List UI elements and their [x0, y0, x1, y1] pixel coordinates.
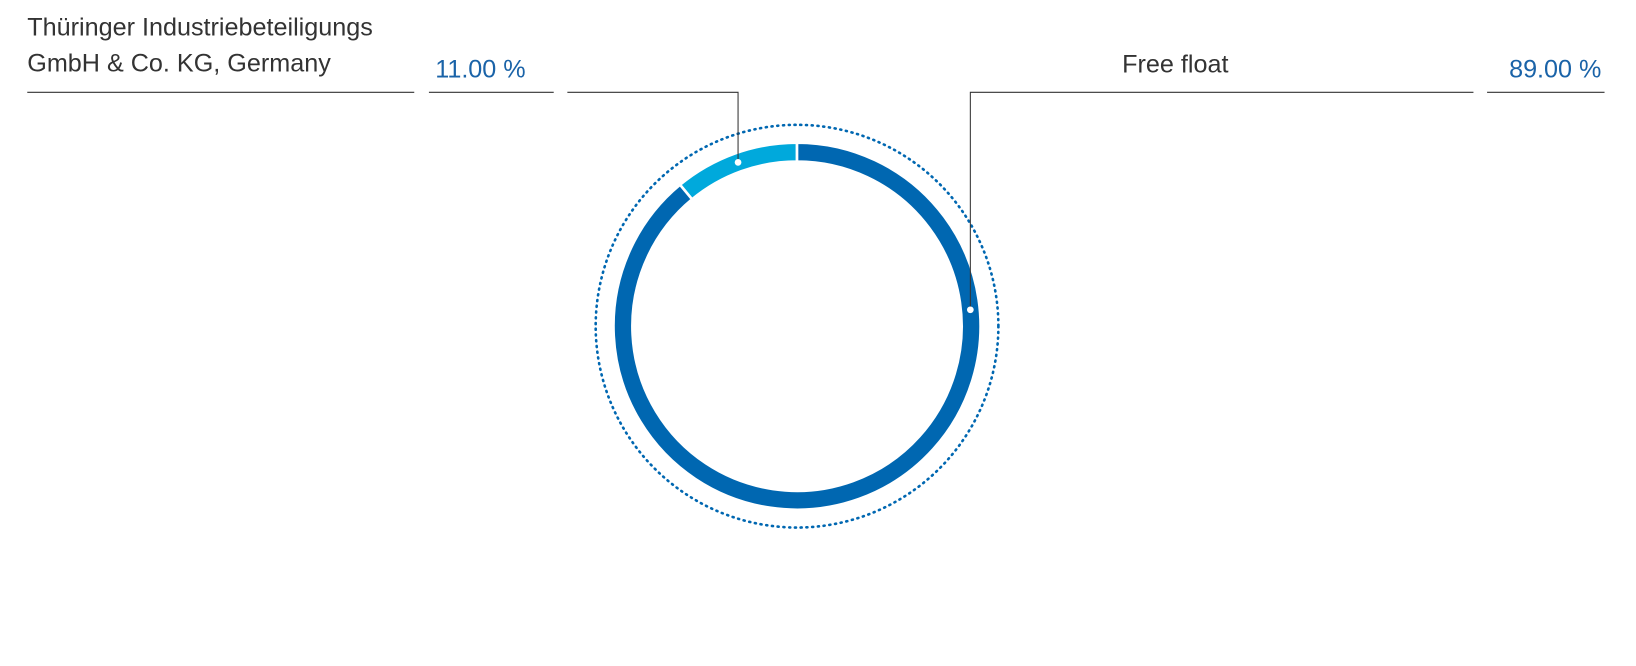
donut-segment: [612, 141, 982, 512]
connector-line: [567, 91, 739, 163]
value-label: 89.00 %: [1509, 56, 1601, 84]
category-label: Thüringer Industriebeteiligungs GmbH & C…: [27, 13, 373, 78]
category-label: Free float: [1122, 50, 1229, 79]
connector-dot: [734, 159, 742, 166]
connector-dot: [966, 306, 974, 314]
value-label: 11.00 %: [435, 56, 525, 84]
connector-line: [969, 91, 1474, 310]
label-box: Thüringer Industriebeteiligungs GmbH & C…: [27, 13, 373, 78]
dotted-ring: [594, 123, 1000, 529]
label-box: Free float: [1122, 50, 1229, 79]
